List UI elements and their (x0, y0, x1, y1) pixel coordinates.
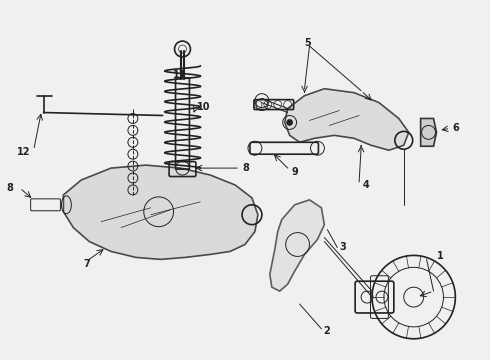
Polygon shape (63, 165, 258, 260)
Polygon shape (420, 118, 437, 146)
Text: 6: 6 (452, 123, 459, 134)
Text: 7: 7 (83, 259, 90, 269)
Circle shape (287, 120, 293, 125)
Text: 12: 12 (17, 147, 30, 157)
Polygon shape (270, 200, 324, 291)
Text: 1: 1 (437, 251, 443, 261)
Text: 3: 3 (339, 243, 346, 252)
Text: 2: 2 (323, 326, 330, 336)
Text: 5: 5 (305, 38, 311, 48)
Text: 4: 4 (363, 180, 370, 190)
Text: 10: 10 (197, 102, 211, 112)
Text: 8: 8 (7, 183, 14, 193)
Polygon shape (285, 89, 409, 150)
Text: 8: 8 (242, 163, 249, 173)
Text: 11: 11 (172, 70, 186, 80)
Text: 9: 9 (292, 167, 298, 177)
